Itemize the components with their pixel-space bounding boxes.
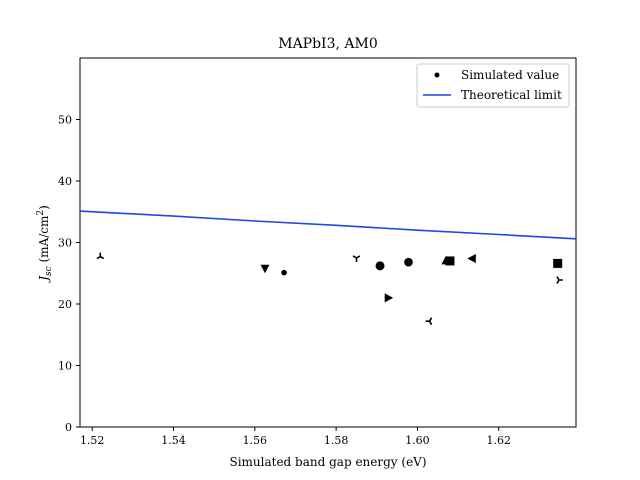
x-tick-label: 1.56 — [243, 434, 268, 447]
plot-area — [79, 57, 577, 428]
simulated-point-circle — [375, 261, 385, 271]
legend-marker-simulated — [434, 72, 440, 78]
simulated-point-tri_up — [352, 255, 361, 262]
x-axis: 1.52 1.54 1.56 1.58 1.60 1.62 — [80, 427, 511, 447]
simulated-point-tri_down — [96, 252, 105, 260]
y-tick-label: 20 — [58, 298, 72, 311]
y-tick-label: 30 — [58, 237, 72, 250]
simulated-point-tri_right — [556, 276, 563, 284]
lines-layer — [79, 210, 577, 240]
simulated-point-tri_left — [425, 317, 433, 326]
simulated-point-triangle_right — [384, 293, 394, 303]
legend: Simulated value Theoretical limit — [416, 63, 570, 108]
legend-label-simulated: Simulated value — [461, 68, 559, 82]
simulated-point-square — [445, 256, 455, 266]
x-tick-label: 1.52 — [80, 434, 105, 447]
y-tick-label: 0 — [65, 421, 72, 434]
y-axis-label: Jsc (mA/cm2) — [36, 205, 54, 284]
y-tick-label: 50 — [58, 114, 72, 127]
y-tick-label: 10 — [58, 360, 72, 373]
simulated-point-square — [553, 258, 563, 268]
simulated-point-triangle_left — [467, 254, 476, 263]
x-tick-label: 1.58 — [324, 434, 349, 447]
legend-box — [416, 63, 570, 108]
simulated-point-point — [281, 269, 287, 276]
x-tick-label: 1.54 — [161, 434, 186, 447]
y-tick-label: 40 — [58, 175, 72, 188]
y-axis: 0 10 20 30 40 50 — [58, 114, 80, 434]
markers-layer — [96, 252, 563, 326]
chart-title: MAPbI3, AM0 — [278, 36, 378, 52]
x-tick-label: 1.62 — [487, 434, 512, 447]
theoretical-limit-line — [79, 210, 577, 240]
legend-label-theoretical: Theoretical limit — [461, 88, 562, 102]
simulated-point-triangle_down — [260, 264, 270, 274]
x-axis-label: Simulated band gap energy (eV) — [229, 455, 426, 469]
simulated-point-octagon — [404, 257, 413, 267]
x-tick-label: 1.60 — [405, 434, 430, 447]
